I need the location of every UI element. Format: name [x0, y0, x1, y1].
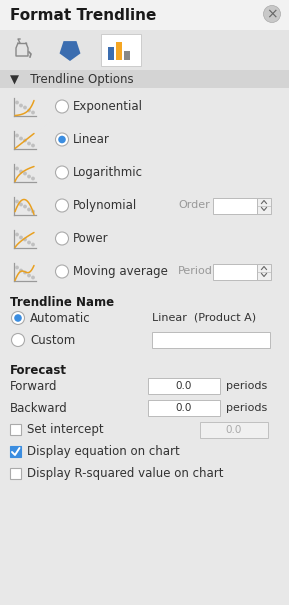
Circle shape: [55, 166, 68, 179]
Circle shape: [24, 205, 26, 208]
FancyBboxPatch shape: [10, 468, 21, 479]
Text: 0.0: 0.0: [226, 425, 242, 435]
Text: Period: Period: [178, 266, 213, 276]
Circle shape: [16, 134, 18, 137]
Text: Set intercept: Set intercept: [27, 424, 104, 436]
Text: Polynomial: Polynomial: [73, 199, 137, 212]
FancyBboxPatch shape: [148, 378, 220, 394]
FancyBboxPatch shape: [213, 264, 257, 280]
Circle shape: [32, 211, 34, 213]
Circle shape: [24, 271, 26, 273]
Text: Linear  (Product A): Linear (Product A): [152, 313, 256, 323]
Circle shape: [20, 269, 22, 272]
Text: Format Trendline: Format Trendline: [10, 7, 156, 22]
Text: 0.0: 0.0: [176, 381, 192, 391]
Circle shape: [16, 101, 18, 103]
Circle shape: [264, 5, 281, 22]
Text: Power: Power: [73, 232, 109, 245]
FancyBboxPatch shape: [200, 422, 268, 438]
FancyBboxPatch shape: [257, 197, 271, 214]
FancyBboxPatch shape: [0, 70, 289, 88]
Text: Logarithmic: Logarithmic: [73, 166, 143, 179]
Circle shape: [14, 314, 22, 322]
Circle shape: [28, 175, 30, 178]
Circle shape: [32, 276, 34, 279]
Circle shape: [55, 133, 68, 146]
FancyBboxPatch shape: [101, 34, 141, 66]
Text: Moving average: Moving average: [73, 265, 168, 278]
Circle shape: [55, 232, 68, 245]
Text: Exponential: Exponential: [73, 100, 143, 113]
FancyBboxPatch shape: [257, 264, 271, 280]
FancyBboxPatch shape: [124, 51, 130, 60]
Text: Custom: Custom: [30, 333, 75, 347]
Circle shape: [32, 177, 34, 180]
Circle shape: [55, 265, 68, 278]
Text: Display equation on chart: Display equation on chart: [27, 445, 180, 459]
Text: periods: periods: [226, 403, 267, 413]
Circle shape: [32, 111, 34, 114]
Circle shape: [16, 266, 18, 269]
FancyBboxPatch shape: [108, 47, 114, 60]
Circle shape: [55, 100, 68, 113]
Circle shape: [32, 145, 34, 146]
Circle shape: [20, 104, 22, 106]
Circle shape: [28, 110, 30, 112]
FancyBboxPatch shape: [10, 424, 21, 435]
FancyBboxPatch shape: [10, 446, 21, 457]
Text: Automatic: Automatic: [30, 312, 91, 324]
Circle shape: [16, 200, 18, 203]
Circle shape: [12, 312, 25, 324]
FancyBboxPatch shape: [213, 197, 257, 214]
Text: 0.0: 0.0: [176, 403, 192, 413]
Text: Trendline Name: Trendline Name: [10, 296, 114, 310]
Circle shape: [16, 234, 18, 236]
Text: Display R-squared value on chart: Display R-squared value on chart: [27, 468, 223, 480]
Circle shape: [20, 203, 22, 206]
Text: Linear: Linear: [73, 133, 110, 146]
Text: ×: ×: [266, 7, 278, 21]
Circle shape: [24, 172, 26, 175]
Circle shape: [20, 237, 22, 239]
Circle shape: [32, 243, 34, 246]
Text: Forward: Forward: [10, 379, 58, 393]
Circle shape: [28, 208, 30, 211]
FancyBboxPatch shape: [116, 42, 122, 60]
Circle shape: [24, 106, 26, 109]
FancyBboxPatch shape: [0, 0, 289, 30]
Circle shape: [16, 168, 18, 169]
FancyBboxPatch shape: [152, 332, 270, 348]
Circle shape: [55, 199, 68, 212]
Text: ▼   Trendline Options: ▼ Trendline Options: [10, 73, 134, 85]
FancyBboxPatch shape: [148, 400, 220, 416]
Circle shape: [28, 274, 30, 276]
Text: Forecast: Forecast: [10, 364, 67, 378]
Circle shape: [20, 170, 22, 172]
Circle shape: [58, 136, 66, 143]
Circle shape: [28, 142, 30, 145]
Circle shape: [24, 139, 26, 142]
Circle shape: [20, 137, 22, 140]
Text: periods: periods: [226, 381, 267, 391]
Circle shape: [28, 241, 30, 244]
Text: Order: Order: [178, 200, 210, 211]
Circle shape: [24, 238, 26, 241]
FancyBboxPatch shape: [0, 30, 289, 70]
Text: Backward: Backward: [10, 402, 68, 414]
Polygon shape: [60, 41, 80, 61]
Circle shape: [12, 333, 25, 347]
